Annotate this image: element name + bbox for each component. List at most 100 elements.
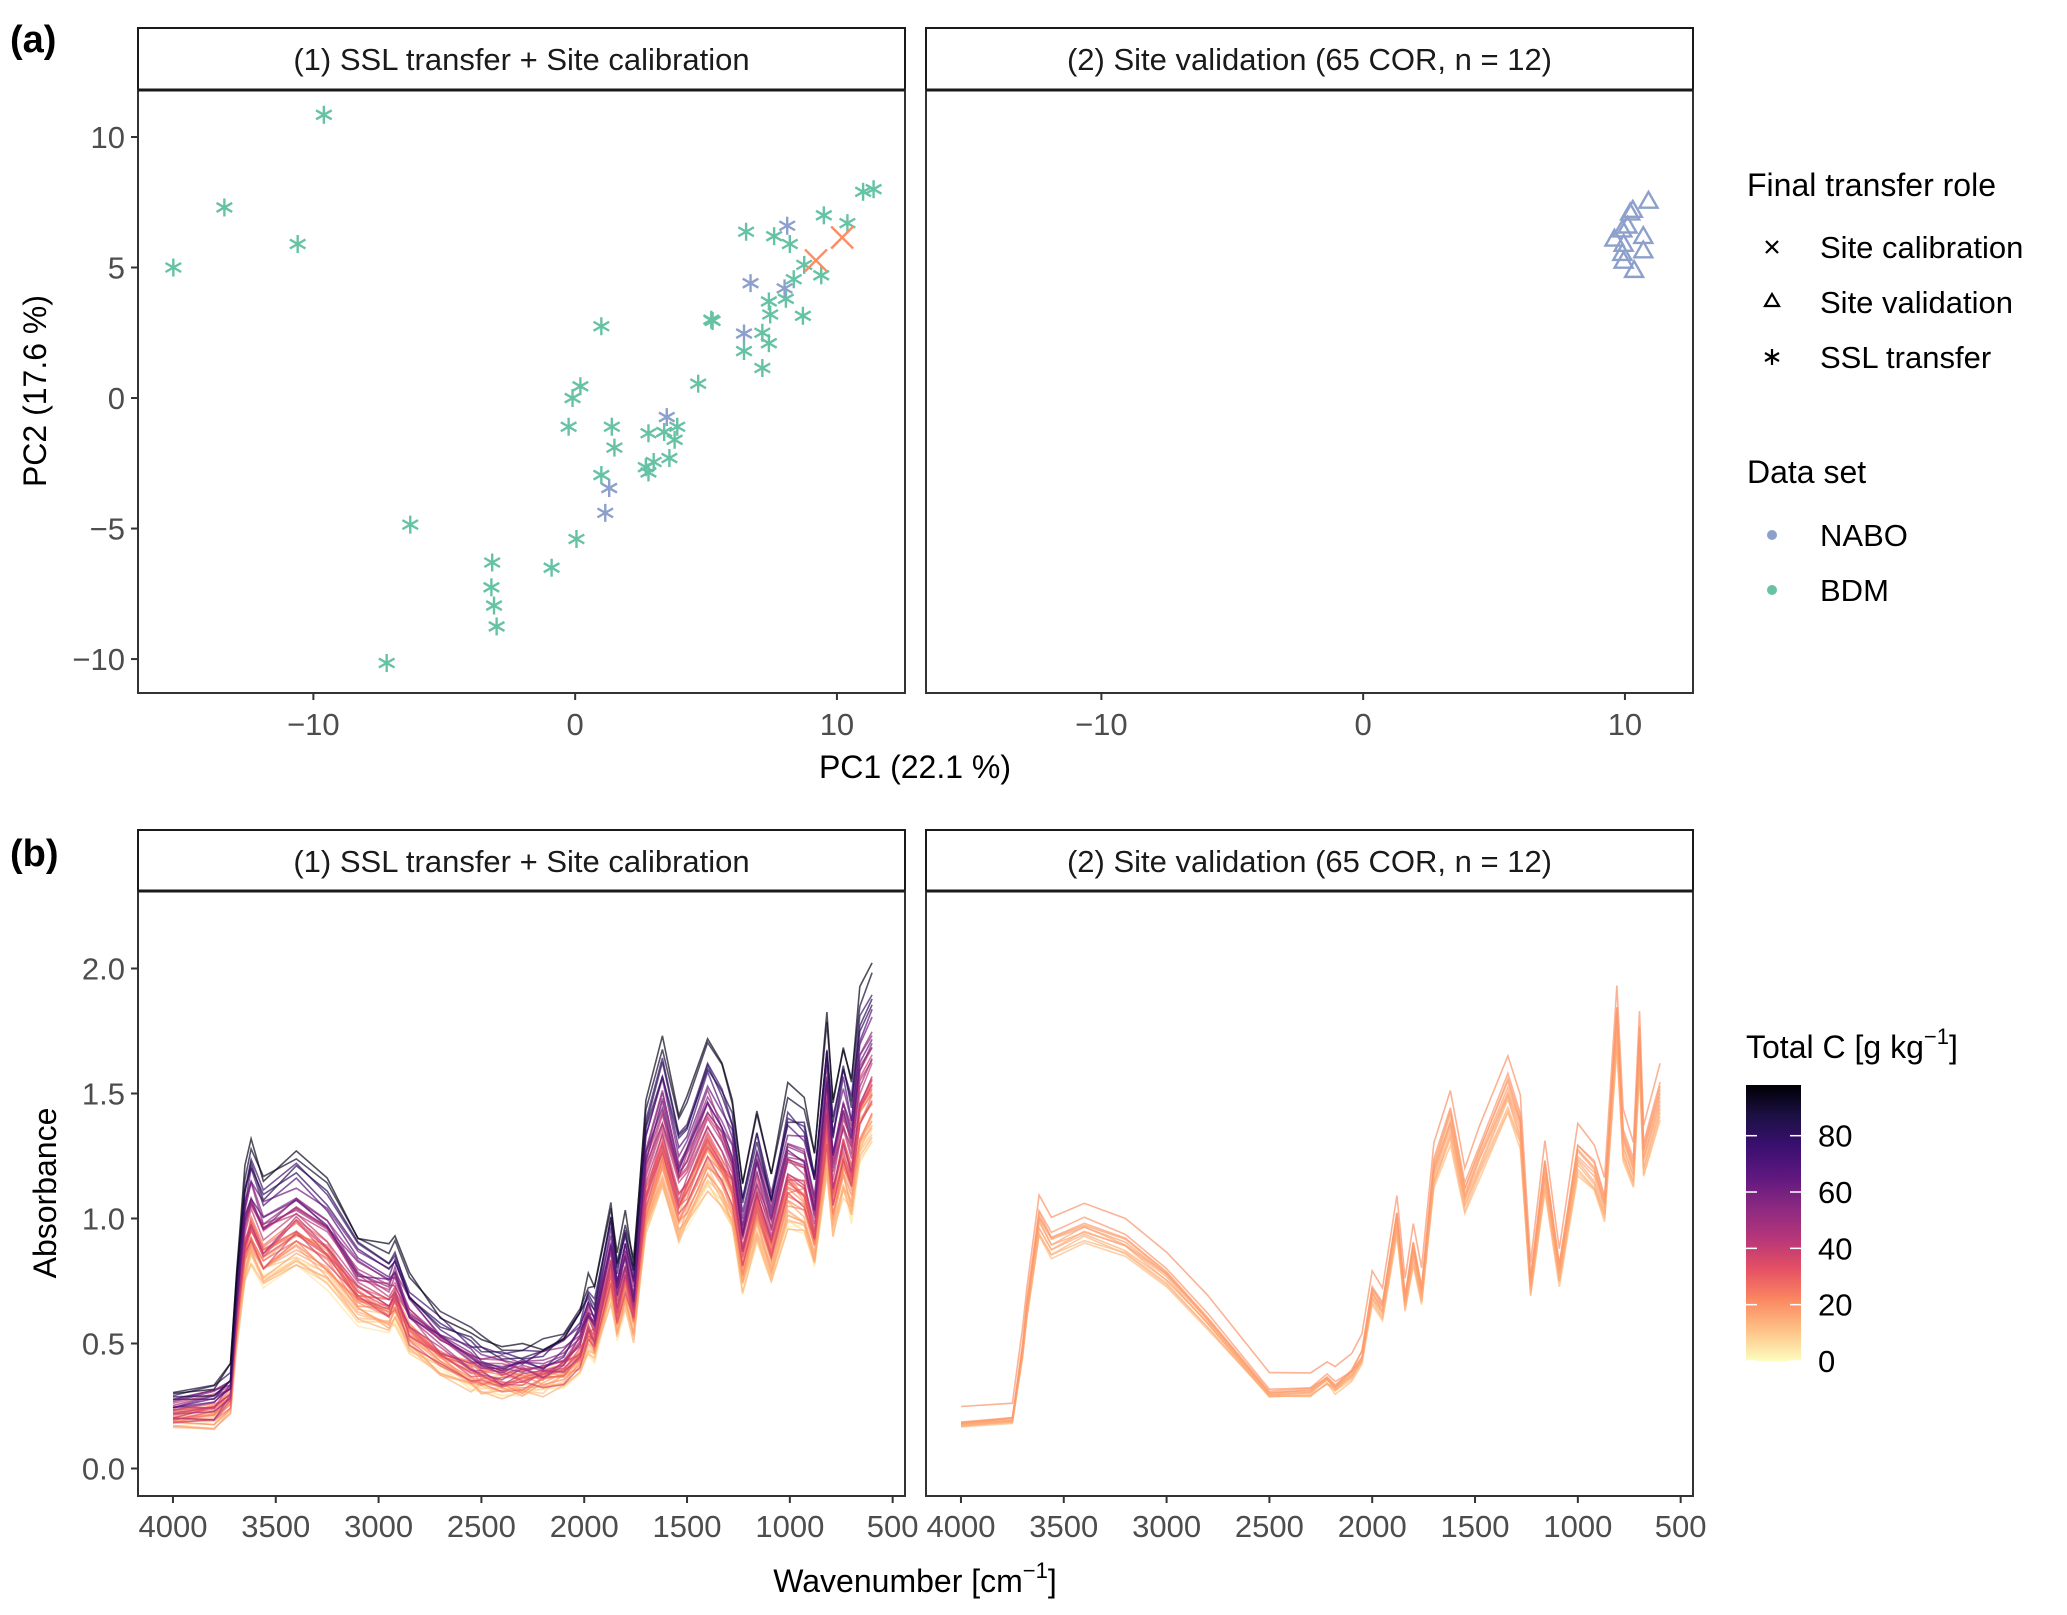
x-tick-label: 4000	[926, 1509, 995, 1544]
colorbar-tick-label: 80	[1818, 1119, 1852, 1154]
spectra-facet-1: (1) SSL transfer + Site calibration	[137, 829, 906, 1497]
scatter-point-ssl-transfer	[571, 377, 589, 396]
legend-label-bdm: BDM	[1820, 573, 1889, 608]
x-tick-label: 3000	[344, 1509, 413, 1544]
x-tick-label: 3000	[1132, 1509, 1201, 1544]
scatter-point-site-validation	[1623, 258, 1646, 279]
spectrum-line	[172, 998, 873, 1398]
scatter-point-ssl-transfer	[760, 292, 778, 311]
spectrum-line	[172, 1076, 873, 1421]
scatter-point-ssl-transfer	[606, 438, 623, 457]
legend-color-title: Data set	[1747, 454, 1866, 490]
colorbar-tick-label: 40	[1818, 1231, 1852, 1266]
spectrum-line	[172, 1136, 873, 1430]
spectrum-line	[172, 1100, 873, 1424]
scatter-point-ssl-transfer	[815, 206, 833, 225]
scatter-point-ssl-transfer	[735, 342, 753, 361]
x-tick-label: 2500	[447, 1509, 516, 1544]
scatter-point-site-validation	[1632, 239, 1655, 259]
spectrum-line	[172, 1120, 873, 1424]
scatter-point-ssl-transfer	[761, 305, 779, 324]
scatter-point-ssl-transfer	[735, 324, 753, 343]
spectra-facet-1-lines	[172, 962, 873, 1431]
asterisk-icon	[1764, 349, 1780, 365]
scatter-point-ssl-transfer	[785, 270, 803, 289]
legend-item-site-validation: Site validation	[1763, 285, 2013, 320]
scatter-point-site-calibration	[804, 248, 828, 273]
scatter-point-site-validation	[1611, 241, 1634, 262]
x-tick-label: 1000	[1543, 1509, 1612, 1544]
scatter-point-ssl-transfer	[640, 424, 657, 443]
x-tick-label: 10	[1608, 707, 1642, 742]
spectra-x-axis-title-sup: −1	[1023, 1558, 1048, 1583]
y-tick-label: −10	[72, 642, 125, 677]
scatter-point-ssl-transfer	[164, 258, 182, 277]
colorbar-ticks: 80 60 40 20 0	[1746, 1119, 1852, 1379]
x-tick-label: 500	[867, 1509, 919, 1544]
pca-facet-1-strip	[137, 27, 906, 91]
colorbar-tick-label: 0	[1818, 1344, 1835, 1379]
pca-legend: Final transfer role Site calibration Sit…	[1747, 167, 2023, 608]
scatter-point-site-validation	[1637, 189, 1660, 209]
pca-facet-1: (1) SSL transfer + Site calibration	[137, 27, 906, 694]
spectrum-line	[172, 962, 873, 1395]
scatter-point-ssl-transfer	[600, 479, 618, 498]
x-tick-label: 1000	[755, 1509, 824, 1544]
scatter-point-ssl-transfer	[401, 515, 419, 534]
scatter-point-ssl-transfer	[854, 182, 872, 201]
scatter-point-ssl-transfer	[488, 617, 506, 636]
spectra-x-axis-title-end: ]	[1048, 1563, 1057, 1599]
spectra-x-axis-title-main: Wavenumber [cm	[773, 1563, 1023, 1599]
spectrum-line	[960, 985, 1661, 1408]
y-tick-label: −5	[90, 512, 125, 547]
colorbar-title: Total C [g kg−1]	[1746, 1024, 1958, 1065]
scatter-point-ssl-transfer	[483, 553, 501, 572]
scatter-point-site-validation	[1616, 214, 1639, 234]
pca-facet-2: (2) Site validation (65 COR, n = 12)	[925, 27, 1694, 694]
pca-y-axis: 10 5 0 −5 −10	[72, 120, 138, 677]
spectra-y-axis-title: Absorbance	[27, 1108, 63, 1279]
colorbar-title-end: ]	[1949, 1029, 1958, 1065]
spectra-x-axis-title: Wavenumber [cm−1]	[773, 1558, 1057, 1599]
colorbar-tick-label: 60	[1818, 1175, 1852, 1210]
x-tick-label: −10	[287, 707, 340, 742]
pca-facet-2-points	[1603, 189, 1660, 279]
legend-item-site-calibration: Site calibration	[1765, 230, 2023, 265]
scatter-point-ssl-transfer	[737, 222, 755, 241]
scatter-point-ssl-transfer	[776, 279, 794, 298]
pca-facet-1-title: (1) SSL transfer + Site calibration	[293, 42, 749, 77]
scatter-point-ssl-transfer	[812, 266, 830, 285]
scatter-point-ssl-transfer	[596, 503, 614, 522]
y-tick-label: 10	[91, 120, 125, 155]
cross-icon	[1765, 240, 1779, 254]
colorbar-title-sup: −1	[1924, 1024, 1949, 1049]
panel-a-label: (a)	[10, 19, 56, 61]
y-tick-label: 0	[108, 381, 125, 416]
y-tick-label: 0.5	[82, 1327, 125, 1362]
scatter-point-ssl-transfer	[482, 578, 500, 597]
scatter-point-ssl-transfer	[640, 463, 657, 482]
x-tick-label: 0	[1355, 707, 1372, 742]
scatter-point-ssl-transfer	[560, 417, 578, 436]
scatter-point-ssl-transfer	[753, 359, 771, 378]
scatter-point-ssl-transfer	[778, 216, 796, 235]
x-tick-label: 0	[567, 707, 584, 742]
scatter-point-ssl-transfer	[543, 558, 561, 577]
legend-shape-title: Final transfer role	[1747, 167, 1996, 203]
legend-item-nabo: NABO	[1767, 518, 1908, 553]
scatter-point-ssl-transfer	[765, 227, 783, 246]
scatter-point-ssl-transfer	[865, 180, 883, 199]
scatter-point-ssl-transfer	[781, 235, 799, 254]
legend-label-site-calibration: Site calibration	[1820, 230, 2023, 265]
spectra-facet-1-plot-area	[137, 890, 906, 1497]
spectra-facet-1-strip	[137, 829, 906, 892]
scatter-point-ssl-transfer	[603, 417, 621, 436]
scatter-point-ssl-transfer	[658, 408, 676, 427]
spectra-facet-1-title: (1) SSL transfer + Site calibration	[293, 844, 749, 879]
x-tick-label: 4000	[138, 1509, 207, 1544]
pca-facet-1-points	[164, 105, 883, 672]
scatter-point-ssl-transfer	[315, 105, 333, 124]
legend-label-site-validation: Site validation	[1820, 285, 2013, 320]
pca-y-axis-title: PC2 (17.6 %)	[17, 295, 53, 487]
